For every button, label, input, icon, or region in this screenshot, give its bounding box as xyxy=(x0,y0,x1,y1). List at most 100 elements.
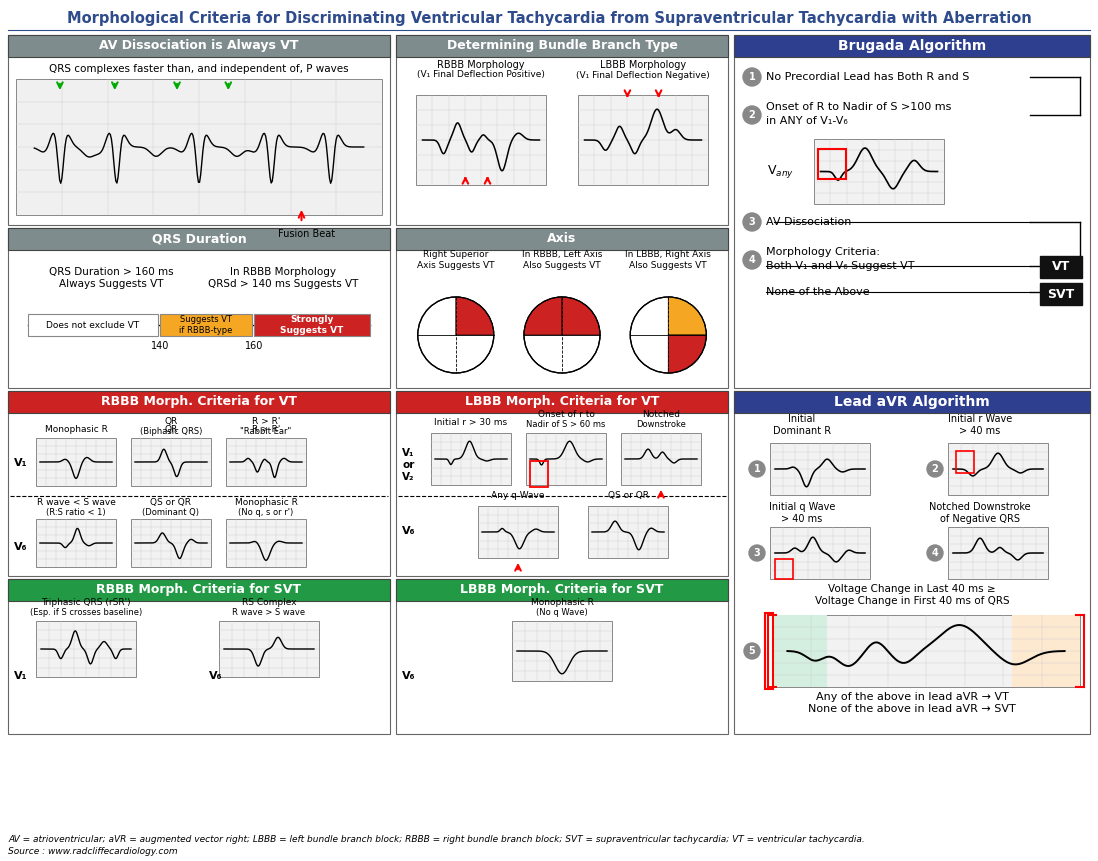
Text: 140: 140 xyxy=(150,341,169,351)
Bar xyxy=(8,579,390,601)
Text: In LBBB, Right Axis
Also Suggests VT: In LBBB, Right Axis Also Suggests VT xyxy=(625,251,712,269)
Wedge shape xyxy=(669,297,706,335)
Bar xyxy=(1012,615,1080,687)
Bar xyxy=(1040,256,1082,278)
Text: Downstroke: Downstroke xyxy=(636,420,686,429)
Bar xyxy=(818,149,845,179)
Text: Notched: Notched xyxy=(642,410,680,419)
Text: 4: 4 xyxy=(931,548,939,558)
Circle shape xyxy=(749,545,765,561)
Text: R > R': R > R' xyxy=(251,417,280,426)
Text: 3: 3 xyxy=(753,548,761,558)
Text: Monophasic R: Monophasic R xyxy=(530,598,593,607)
Text: Nadir of S > 60 ms: Nadir of S > 60 ms xyxy=(526,420,606,429)
Circle shape xyxy=(927,545,943,561)
Bar xyxy=(432,433,511,485)
Text: 1: 1 xyxy=(753,464,761,474)
Bar xyxy=(255,314,370,336)
Bar xyxy=(770,527,870,579)
Text: V$_{any}$: V$_{any}$ xyxy=(768,163,794,180)
Text: Monophasic R: Monophasic R xyxy=(45,425,108,434)
Text: Both V₁ and V₆ Suggest VT: Both V₁ and V₆ Suggest VT xyxy=(766,261,915,271)
Bar xyxy=(8,35,390,225)
Text: Initial r > 30 ms: Initial r > 30 ms xyxy=(435,418,507,427)
Text: QS or QR: QS or QR xyxy=(607,491,649,500)
Text: (Esp. if S crosses baseline): (Esp. if S crosses baseline) xyxy=(30,608,142,617)
Text: RBBB Morph. Criteria for VT: RBBB Morph. Criteria for VT xyxy=(101,395,296,408)
Text: RBBB Morphology: RBBB Morphology xyxy=(437,60,525,70)
Text: LBBB Morph. Criteria for SVT: LBBB Morph. Criteria for SVT xyxy=(460,584,663,597)
Text: 2: 2 xyxy=(931,464,939,474)
Text: V₆: V₆ xyxy=(209,671,223,681)
Bar xyxy=(578,95,708,185)
Bar xyxy=(396,35,728,57)
Bar xyxy=(814,139,944,204)
Circle shape xyxy=(743,68,761,86)
Bar xyxy=(1040,283,1082,305)
Text: R > R': R > R' xyxy=(251,425,280,434)
Bar xyxy=(733,35,1090,388)
Bar xyxy=(526,433,606,485)
Text: Axis: Axis xyxy=(548,232,576,245)
Circle shape xyxy=(927,461,943,477)
Bar xyxy=(8,391,390,413)
Bar xyxy=(765,613,773,689)
Circle shape xyxy=(524,297,600,373)
Bar xyxy=(16,79,382,215)
Bar xyxy=(396,579,728,734)
Text: V₁: V₁ xyxy=(14,458,27,468)
Text: (R:S ratio < 1): (R:S ratio < 1) xyxy=(46,508,105,517)
Bar xyxy=(948,443,1047,495)
Bar xyxy=(36,438,116,486)
Circle shape xyxy=(749,461,765,477)
Text: Initial q Wave
> 40 ms: Initial q Wave > 40 ms xyxy=(769,502,836,523)
Text: VT: VT xyxy=(1052,261,1071,274)
Bar xyxy=(396,391,728,413)
Bar xyxy=(772,615,828,687)
Text: 5: 5 xyxy=(749,646,755,656)
Text: 160: 160 xyxy=(245,341,264,351)
Text: 4: 4 xyxy=(749,255,755,265)
Bar xyxy=(512,621,612,681)
Text: AV Dissociation: AV Dissociation xyxy=(766,217,851,227)
Circle shape xyxy=(743,213,761,231)
Text: Fusion Beat: Fusion Beat xyxy=(278,229,335,239)
Text: Determining Bundle Branch Type: Determining Bundle Branch Type xyxy=(447,40,677,53)
Text: QR: QR xyxy=(165,417,178,426)
Bar xyxy=(396,35,728,225)
Text: RBBB Morph. Criteria for SVT: RBBB Morph. Criteria for SVT xyxy=(97,584,302,597)
Text: 3: 3 xyxy=(749,217,755,227)
Text: LBBB Morphology: LBBB Morphology xyxy=(600,60,686,70)
Bar xyxy=(733,391,1090,734)
Text: Lead aVR Algorithm: Lead aVR Algorithm xyxy=(834,395,990,409)
Text: None of the Above: None of the Above xyxy=(766,287,870,297)
Bar xyxy=(621,433,701,485)
Text: (Dominant Q): (Dominant Q) xyxy=(143,508,200,517)
Bar xyxy=(8,35,390,57)
Bar xyxy=(36,621,136,677)
Bar xyxy=(160,314,253,336)
Bar xyxy=(226,519,306,567)
Bar xyxy=(733,391,1090,413)
Bar xyxy=(396,391,728,576)
Bar xyxy=(770,443,870,495)
Text: Morphology Criteria:: Morphology Criteria: xyxy=(766,247,879,257)
Circle shape xyxy=(417,297,494,373)
Text: SVT: SVT xyxy=(1047,288,1075,300)
Text: 1: 1 xyxy=(749,72,755,82)
Text: Brugada Algorithm: Brugada Algorithm xyxy=(838,39,986,53)
Text: Right Superior
Axis Suggests VT: Right Superior Axis Suggests VT xyxy=(417,251,494,269)
Text: QR: QR xyxy=(165,425,178,434)
Text: (No q, s or r'): (No q, s or r') xyxy=(238,508,293,517)
Text: AV = atrioventricular; aVR = augmented vector right; LBBB = left bundle branch b: AV = atrioventricular; aVR = augmented v… xyxy=(8,835,865,845)
Bar xyxy=(396,579,728,601)
Bar xyxy=(29,314,158,336)
Text: Monophasic R: Monophasic R xyxy=(235,498,298,507)
Text: RS Complex: RS Complex xyxy=(242,598,296,607)
Text: Onset of R to Nadir of S >100 ms: Onset of R to Nadir of S >100 ms xyxy=(766,102,951,112)
Text: Voltage Change in Last 40 ms ≥
Voltage Change in First 40 ms of QRS: Voltage Change in Last 40 ms ≥ Voltage C… xyxy=(815,585,1009,606)
Text: In RBBB, Left Axis
Also Suggests VT: In RBBB, Left Axis Also Suggests VT xyxy=(522,251,602,269)
Wedge shape xyxy=(562,297,600,335)
Wedge shape xyxy=(669,335,706,373)
Text: QRS Duration > 160 ms
Always Suggests VT: QRS Duration > 160 ms Always Suggests VT xyxy=(48,267,173,288)
